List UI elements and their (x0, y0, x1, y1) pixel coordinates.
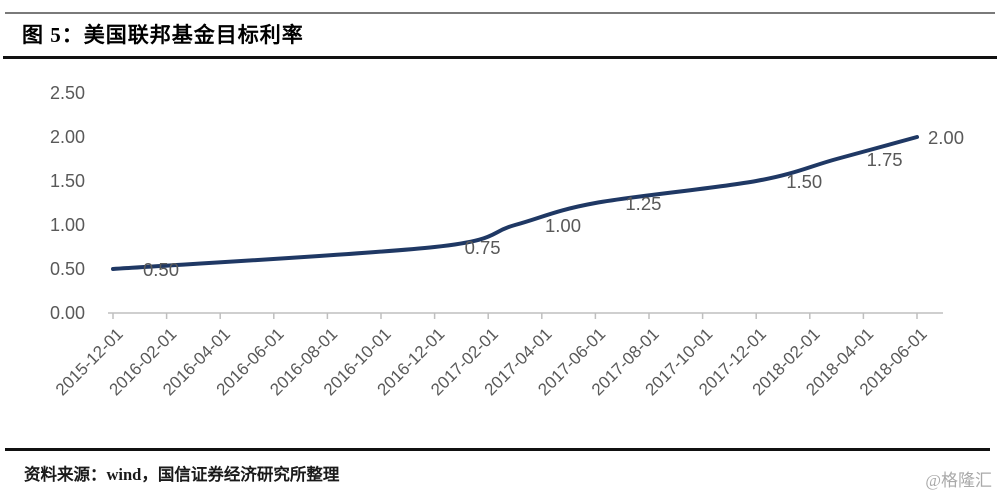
figure-title: 图 5：美国联邦基金目标利率 (22, 23, 304, 47)
data-point-label: 0.75 (465, 237, 501, 258)
data-point-label: 0.50 (143, 259, 179, 280)
data-point-label: 1.00 (545, 215, 581, 236)
y-axis-tick-label: 1.00 (50, 215, 85, 235)
data-point-label: 2.00 (928, 127, 964, 148)
source-note: 资料来源：wind，国信证券经济研究所整理 (24, 465, 340, 484)
top-divider (5, 12, 995, 14)
watermark: @格隆汇 (925, 471, 992, 490)
data-point-label: 1.75 (867, 149, 903, 170)
y-axis-tick-label: 0.00 (50, 303, 85, 323)
y-axis-tick-label: 1.50 (50, 171, 85, 191)
fed-funds-target-rate-chart: 2015-12-012016-02-012016-04-012016-06-01… (50, 83, 964, 399)
y-axis-tick-label: 0.50 (50, 259, 85, 279)
y-axis-tick-label: 2.00 (50, 127, 85, 147)
title-divider (3, 56, 997, 59)
data-point-label: 1.50 (786, 171, 822, 192)
y-axis-tick-label: 2.50 (50, 83, 85, 103)
bottom-divider (5, 448, 990, 451)
rate-line (111, 135, 919, 271)
data-point-label: 1.25 (625, 193, 661, 214)
